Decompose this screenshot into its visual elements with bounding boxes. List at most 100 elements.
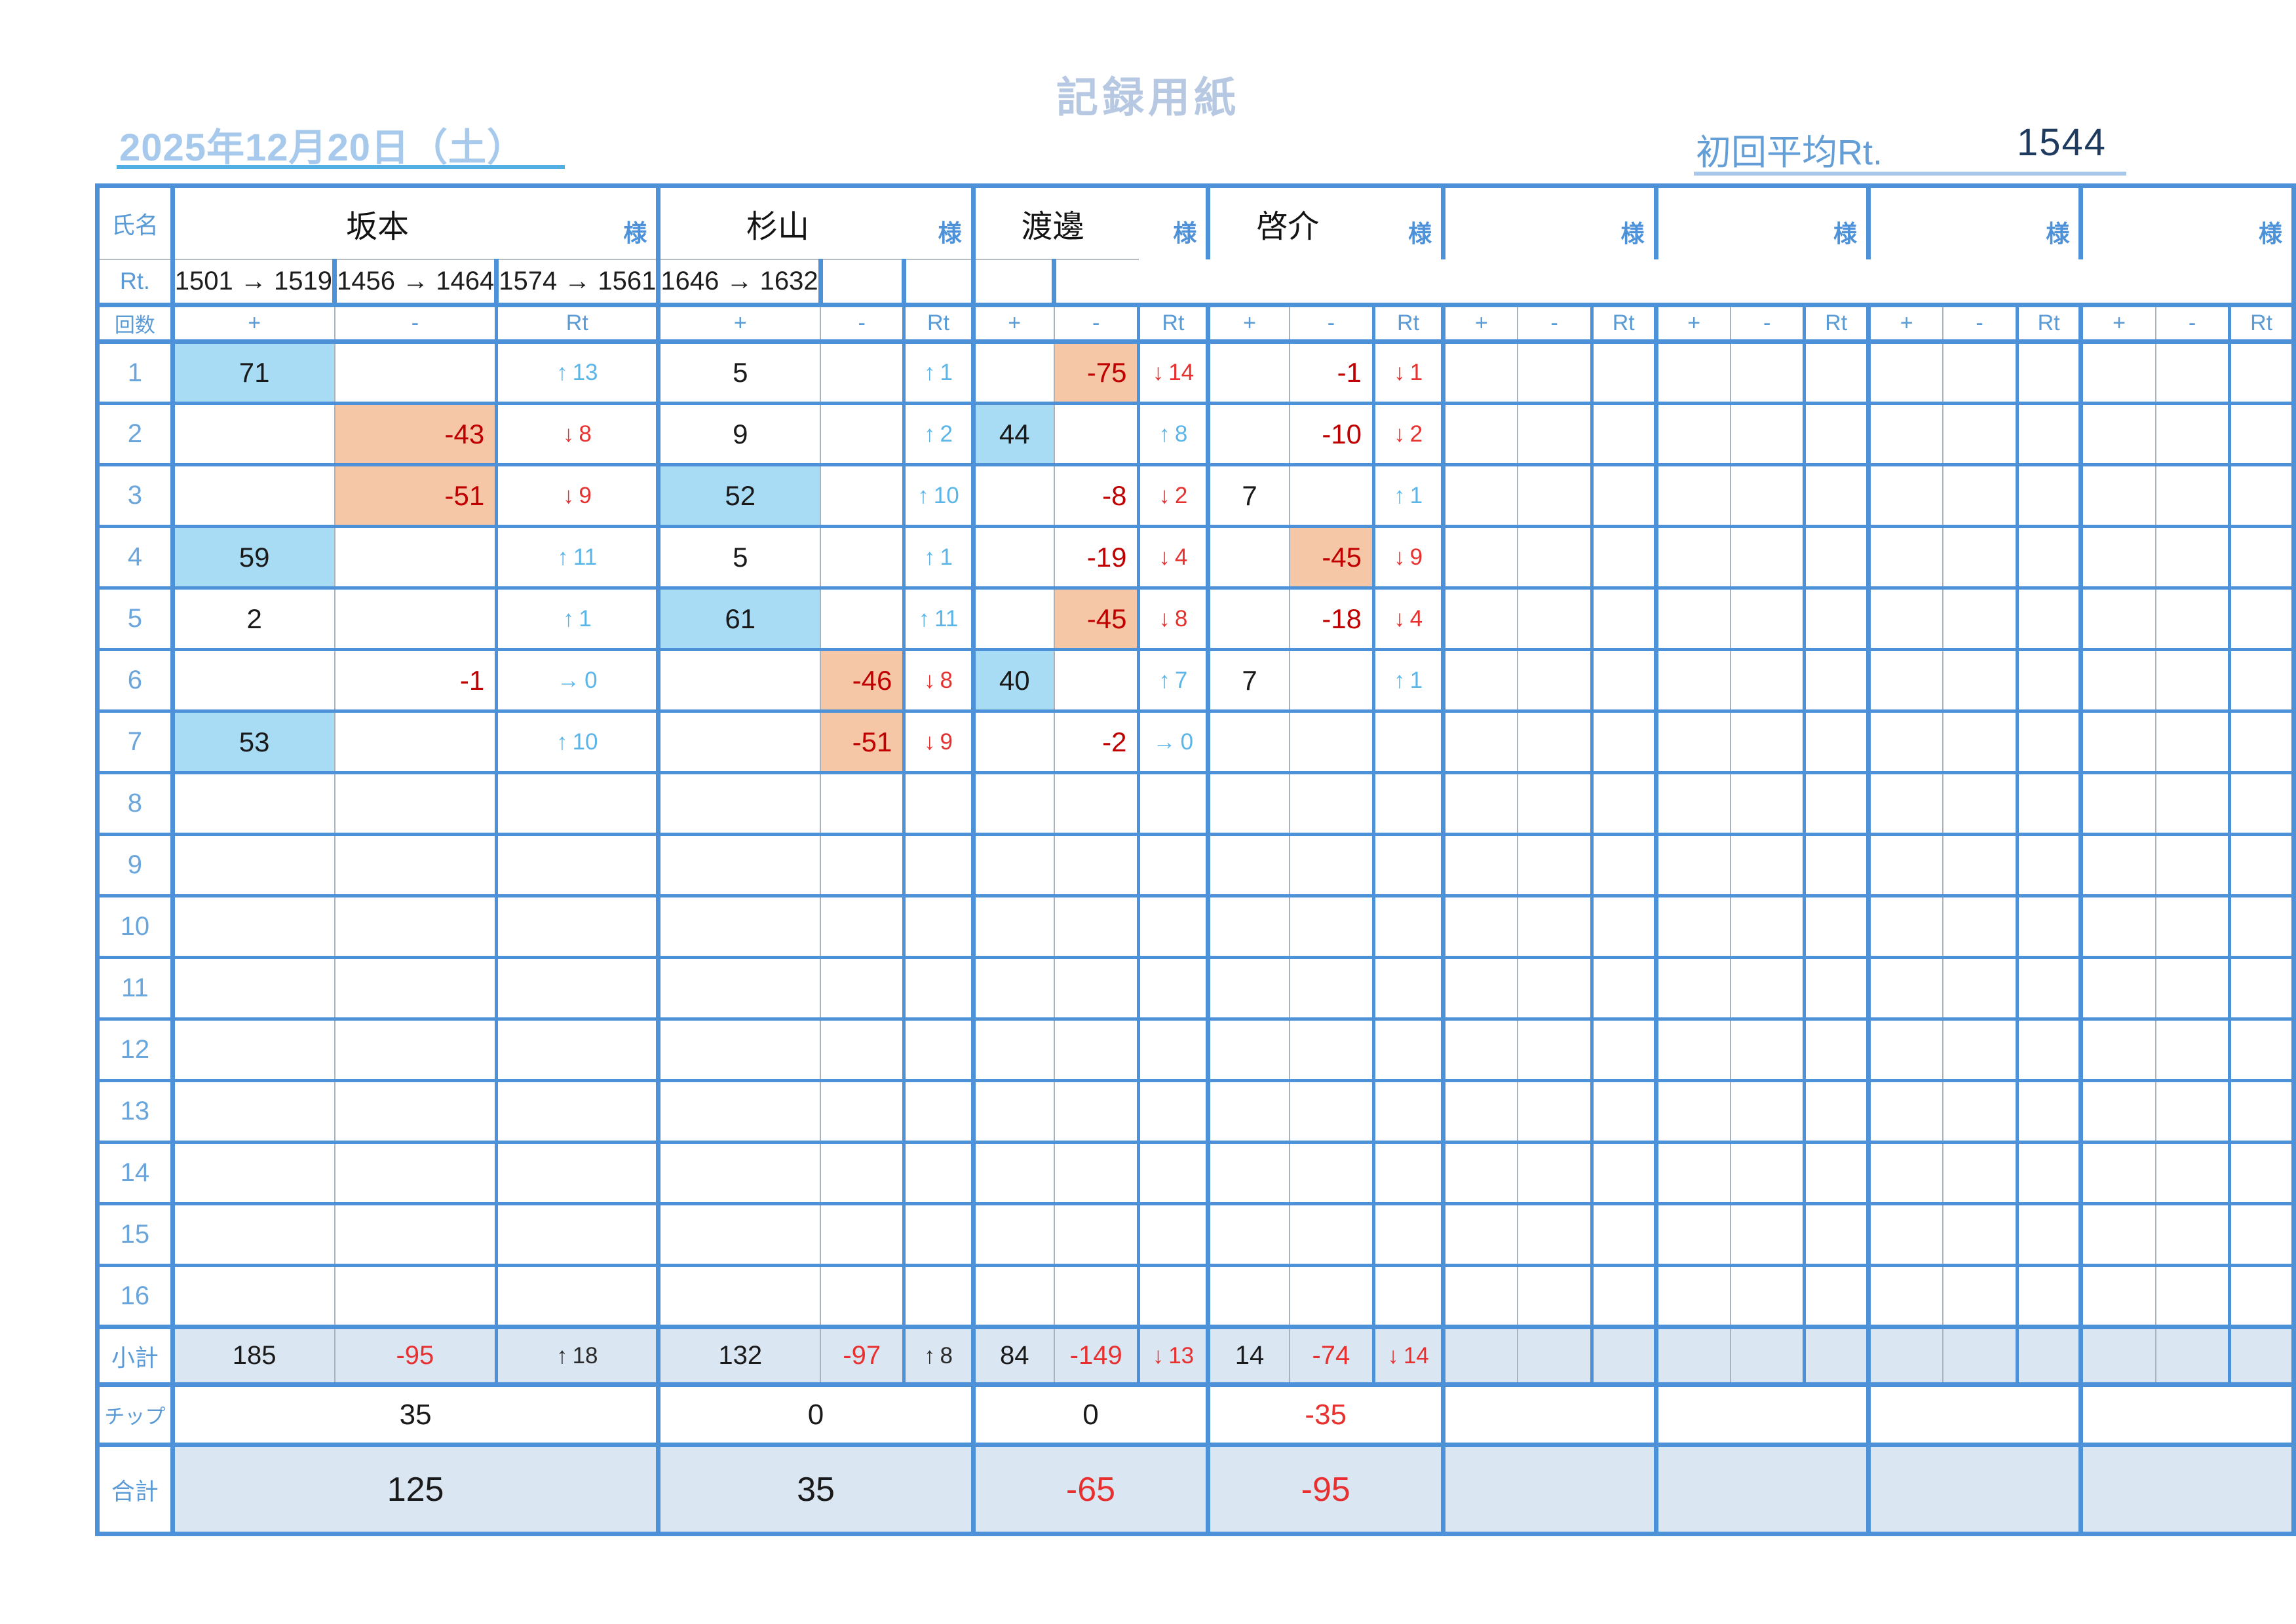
cell-p7-r15-rt [2015, 1202, 2081, 1266]
cell-p3-r15-plus [970, 1202, 1054, 1266]
cell-p3-r2-rt-arrow-icon: ↑ [1158, 421, 1170, 447]
cell-p3-r1-rt-value: 14 [1168, 360, 1195, 385]
cell-p3-r10-minus [1053, 894, 1139, 958]
cell-p1-r15-rt [495, 1202, 659, 1266]
cell-p3-r5-minus: -45 [1053, 586, 1139, 650]
cell-p7-r1-plus [1866, 339, 1943, 404]
cell-p8-r10-minus [2154, 894, 2230, 958]
cell-p7-r10-rt [2015, 894, 2081, 958]
cell-p1-r12-rt [495, 1017, 659, 1081]
cell-p7-r8-plus [1866, 771, 1943, 835]
cell-p5-r12-plus [1441, 1017, 1518, 1081]
cell-p6-r8-plus [1653, 771, 1731, 835]
cell-p5-r14-minus [1517, 1141, 1592, 1204]
cell-p1-r13-rt [495, 1079, 659, 1142]
cell-p3-r6-minus [1053, 648, 1139, 711]
cell-p1-r2-rt-value: 8 [579, 421, 592, 447]
cell-p1-r4-rt-arrow-icon: ↑ [557, 544, 569, 570]
cell-p8-r15-minus [2154, 1202, 2230, 1266]
cell-p1-r9-plus [170, 833, 335, 896]
subtotal-p1-minus: -95 [334, 1325, 497, 1385]
cell-p3-r2-minus [1053, 402, 1139, 465]
cell-p3-r11-minus [1053, 956, 1139, 1019]
cell-p4-r14-plus [1206, 1141, 1290, 1204]
cell-p8-r5-rt [2228, 586, 2294, 650]
cell-p2-r11-rt [902, 956, 974, 1019]
subtotal-p2-minus: -97 [820, 1325, 904, 1385]
cell-p4-r1-rt-value: 1 [1409, 360, 1423, 385]
cell-p1-r4-rt: ↑ 11 [495, 525, 659, 588]
cell-p6-r1-rt [1803, 339, 1869, 404]
player-4-rt-header: Rt [1372, 303, 1444, 342]
cell-p2-r7-minus: -51 [820, 709, 904, 773]
cell-p6-r6-rt [1803, 648, 1869, 711]
cell-p3-r16-rt [1137, 1264, 1208, 1327]
cell-p7-r6-plus [1866, 648, 1943, 711]
total-p3: -65 [970, 1443, 1208, 1534]
cell-p2-r15-rt [902, 1202, 974, 1266]
cell-p2-r16-rt [902, 1264, 974, 1327]
cell-p5-r7-plus [1441, 709, 1518, 773]
cell-p5-r7-minus [1517, 709, 1592, 773]
cell-p3-r12-plus [970, 1017, 1054, 1081]
cell-p6-r5-minus [1729, 586, 1805, 650]
cell-p8-r8-plus [2078, 771, 2156, 835]
cell-p4-r5-rt-arrow-icon: ↓ [1394, 605, 1406, 632]
cell-p7-r12-plus [1866, 1017, 1943, 1081]
cell-p6-r4-rt [1803, 525, 1869, 588]
cell-p3-r10-rt [1137, 894, 1208, 958]
cell-p3-r6-plus: 40 [970, 648, 1054, 711]
cell-p1-r9-minus [334, 833, 497, 896]
player-5-plus-header: + [1441, 303, 1518, 342]
corner-subtotal-label: 小計 [97, 1325, 173, 1385]
cell-p5-r12-minus [1517, 1017, 1592, 1081]
cell-p3-r3-rt-arrow-icon: ↓ [1158, 482, 1170, 508]
total-p5 [1441, 1443, 1656, 1534]
cell-p7-r5-minus [1942, 586, 2018, 650]
cell-p5-r5-plus [1441, 586, 1518, 650]
cell-p6-r15-minus [1729, 1202, 1805, 1266]
chips-p8 [2078, 1382, 2294, 1445]
round-number-8: 8 [97, 771, 173, 835]
cell-p5-r11-plus [1441, 956, 1518, 1019]
cell-p8-r9-minus [2154, 833, 2230, 896]
cell-p2-r8-rt [902, 771, 974, 835]
cell-p5-r3-plus [1441, 463, 1518, 527]
cell-p2-r2-plus: 9 [656, 402, 821, 465]
player-7-minus-header: - [1942, 303, 2018, 342]
cell-p5-r15-rt [1590, 1202, 1656, 1266]
cell-p5-r1-plus [1441, 339, 1518, 404]
cell-p4-r15-rt [1372, 1202, 1444, 1266]
cell-p1-r14-minus [334, 1141, 497, 1204]
cell-p6-r14-minus [1729, 1141, 1805, 1204]
cell-p7-r5-plus [1866, 586, 1943, 650]
cell-p5-r16-rt [1590, 1264, 1656, 1327]
cell-p2-r7-rt-value: 9 [940, 728, 953, 755]
round-row-8: 8 [97, 771, 2294, 835]
cell-p2-r16-plus [656, 1264, 821, 1327]
cell-p3-r13-plus [970, 1079, 1054, 1142]
cell-p1-r8-rt [495, 771, 659, 835]
cell-p3-r1-rt: ↓ 14 [1137, 339, 1208, 404]
cell-p1-r1-rt-value: 13 [572, 360, 598, 385]
round-row-12: 12 [97, 1017, 2294, 1081]
cell-p1-r3-minus: -51 [334, 463, 497, 527]
cell-p7-r5-rt [2015, 586, 2081, 650]
cell-p4-r1-plus [1206, 339, 1290, 404]
cell-p4-r12-minus [1288, 1017, 1374, 1081]
total-p7 [1866, 1443, 2081, 1534]
cell-p2-r5-plus: 61 [656, 586, 821, 650]
cell-p6-r8-minus [1729, 771, 1805, 835]
cell-p7-r8-rt [2015, 771, 2081, 835]
cell-p3-r1-minus: -75 [1053, 339, 1139, 404]
cell-p1-r5-minus [334, 586, 497, 650]
cell-p7-r11-rt [2015, 956, 2081, 1019]
cell-p1-r5-plus: 2 [170, 586, 335, 650]
subtotal-row: 小計 185 -95 ↑ 18 132 -97 ↑ 8 84 -149 ↓ 13 14 -74 ↓ 14 [97, 1325, 2294, 1385]
cell-p1-r8-plus [170, 771, 335, 835]
cell-p3-r8-rt [1137, 771, 1208, 835]
cell-p5-r8-rt [1590, 771, 1656, 835]
subtotal-p4-rt: ↓ 14 [1372, 1325, 1444, 1385]
cell-p3-r2-plus: 44 [970, 402, 1054, 465]
cell-p1-r16-rt [495, 1264, 659, 1327]
